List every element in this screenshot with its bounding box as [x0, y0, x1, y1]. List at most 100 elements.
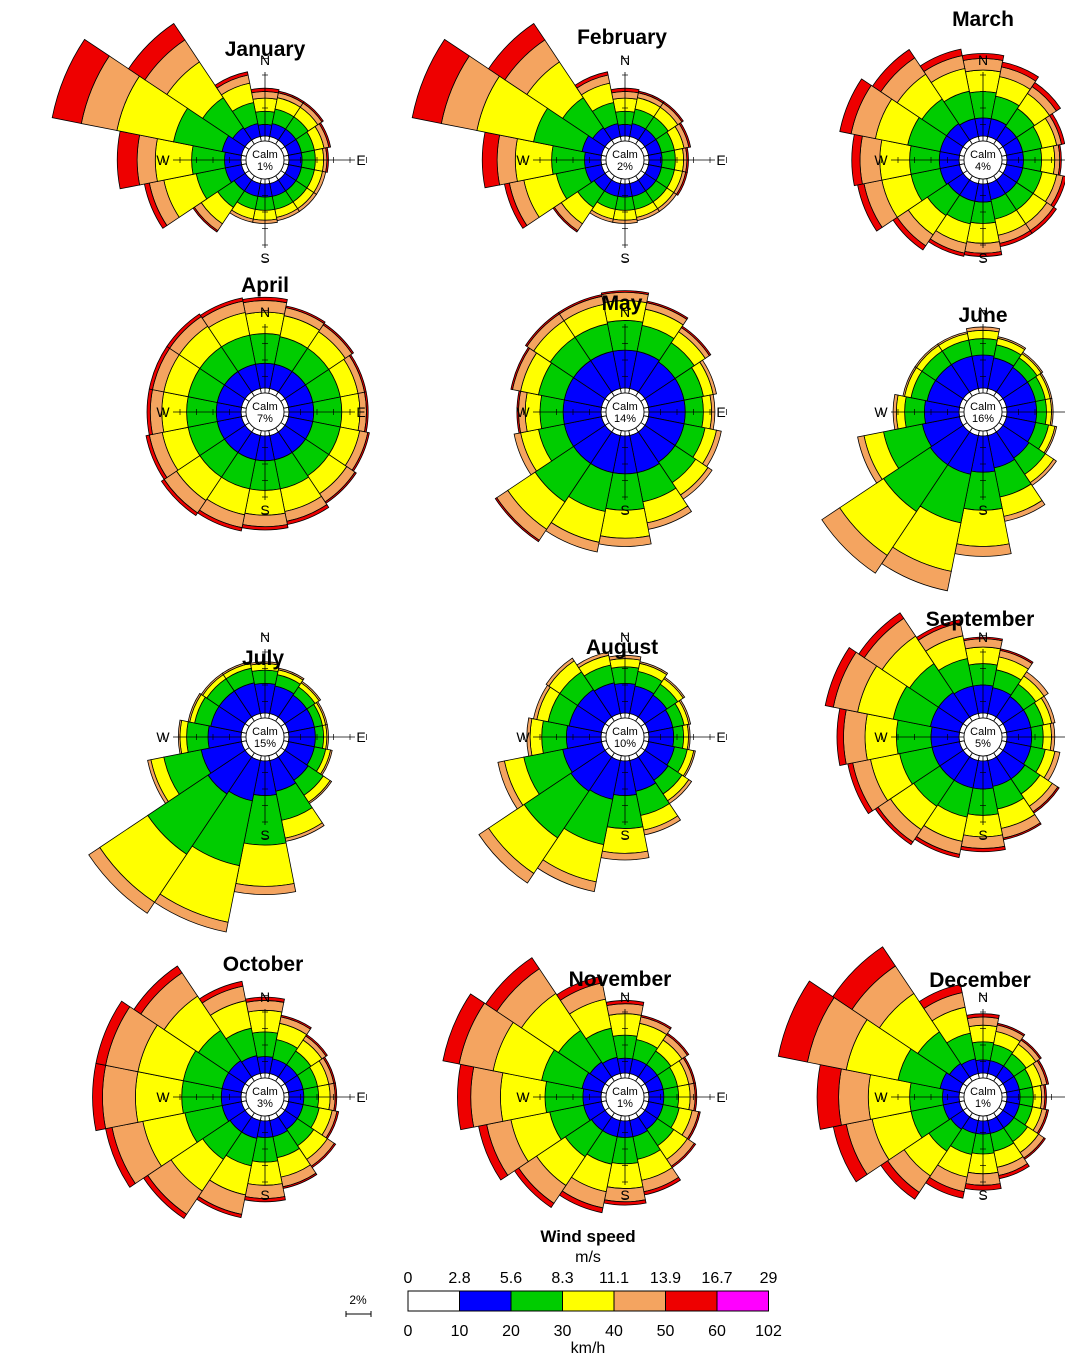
rose-sector-wsw-bin4 — [147, 759, 169, 805]
rose-sector-w-bin4 — [178, 719, 183, 755]
rose-sector-wnw-bin5 — [824, 647, 857, 708]
month-title: August — [586, 636, 658, 659]
rose-sector-nnw-bin5 — [918, 984, 963, 1010]
scale-label: 2% — [349, 1293, 367, 1307]
rose-sector-ene-bin5 — [1036, 1059, 1050, 1085]
direction-label-s: S — [620, 1187, 629, 1203]
legend-swatch — [665, 1290, 718, 1312]
direction-label-e: E — [716, 404, 725, 420]
legend-title: Wind speed — [540, 1227, 635, 1246]
direction-label-s: S — [978, 1187, 987, 1203]
calm-circle — [963, 392, 1003, 432]
rose-sector-wnw-bin4 — [187, 692, 202, 723]
rose-sector-sw-bin4 — [88, 846, 156, 914]
direction-label-s: S — [620, 502, 629, 518]
direction-label-w: W — [874, 729, 888, 745]
legend-kmh-tick: 0 — [404, 1323, 413, 1340]
calm-value: 14% — [614, 413, 636, 425]
direction-label-w: W — [156, 1089, 170, 1105]
rose-sector-nnw-bin5 — [915, 619, 961, 641]
direction-label-w: W — [156, 152, 170, 168]
calm-label: Calm — [970, 1086, 996, 1098]
legend-swatch — [613, 1290, 666, 1312]
calm-value: 7% — [257, 413, 273, 425]
direction-label-w: W — [874, 404, 888, 420]
rose-sector-wnw-bin5 — [51, 38, 110, 124]
rose-sector-ne-bin5 — [1031, 81, 1062, 112]
direction-label-s: S — [260, 502, 269, 518]
rose-sector-nne-bin4 — [997, 336, 1027, 351]
legend-ms-tick: 11.1 — [599, 1270, 629, 1287]
rose-sector-nne-bin4 — [639, 661, 669, 676]
month-title: February — [577, 26, 667, 49]
month-title: March — [952, 8, 1014, 31]
direction-label-n: N — [260, 629, 270, 645]
direction-label-e: E — [356, 729, 365, 745]
direction-label-n: N — [978, 989, 988, 1005]
calm-value: 3% — [257, 1098, 273, 1110]
rose-sector-nne-bin5 — [646, 300, 689, 320]
rose-sector-nne-bin5 — [280, 1014, 312, 1030]
direction-label-w: W — [156, 729, 170, 745]
calm-circle — [605, 1077, 645, 1117]
rose-sector-sw-bin5 — [160, 478, 199, 517]
rose-sector-nw-bin5 — [127, 22, 186, 81]
legend-kmh-tick: 50 — [657, 1323, 675, 1340]
legend-swatch — [459, 1290, 512, 1312]
legend-swatch — [562, 1290, 615, 1312]
calm-value: 1% — [975, 1098, 991, 1110]
calm-circle — [245, 1077, 285, 1117]
rose-sector-n-bin5 — [245, 996, 285, 1003]
direction-label-n: N — [260, 304, 270, 320]
month-title: December — [929, 969, 1031, 992]
direction-label-s: S — [978, 250, 987, 266]
rose-sector-nne-bin5 — [1001, 61, 1040, 82]
rose-sector-wsw-bin4 — [857, 435, 883, 484]
rose-sector-nne-bin5 — [996, 1022, 1026, 1037]
legend-swatch — [716, 1290, 769, 1312]
legend-unit-top: m/s — [575, 1249, 601, 1266]
rose-sector-w-bin4 — [838, 1068, 871, 1126]
rose-sector-nnw-bin5 — [557, 294, 603, 315]
calm-circle — [245, 717, 285, 757]
legend-kmh-tick: 30 — [554, 1323, 572, 1340]
legend-ms-tick: 8.3 — [551, 1270, 573, 1287]
rose-sector-ne-bin5 — [302, 101, 324, 123]
rose-sector-n-bin5 — [961, 53, 1005, 61]
direction-label-n: N — [978, 52, 988, 68]
rose-sector-nne-bin4 — [277, 667, 305, 681]
rose-sector-nnw-bin5 — [198, 980, 244, 1004]
direction-label-e: E — [716, 152, 725, 168]
rose-sector-ene-bin5 — [318, 122, 332, 148]
rose-sector-nnw-bin5 — [919, 48, 963, 73]
rose-sector-nnw-bin5 — [214, 71, 249, 89]
month-title: June — [958, 304, 1007, 327]
calm-circle — [605, 717, 645, 757]
calm-label: Calm — [612, 149, 638, 161]
rose-sector-sw-bin4 — [821, 507, 888, 574]
rose-sector-w-bin5 — [116, 130, 141, 190]
month-title: July — [242, 647, 284, 670]
rose-sector-wnw-bin5 — [95, 1000, 131, 1066]
legend-unit-bottom: km/h — [571, 1340, 606, 1357]
legend-ms-tick: 2.8 — [448, 1270, 470, 1287]
month-title: April — [241, 274, 289, 297]
rose-sector-ne-bin5 — [680, 325, 712, 357]
rose-sector-w-bin4 — [102, 1064, 139, 1130]
calm-label: Calm — [612, 1086, 638, 1098]
rose-sector-ne-bin5 — [322, 322, 355, 355]
calm-value: 5% — [975, 738, 991, 750]
rose-sector-nnw-bin5 — [574, 71, 609, 89]
legend-ms-tick: 13.9 — [650, 1270, 681, 1287]
rose-sector-ene-bin4 — [699, 359, 717, 395]
rose-sector-nnw-bin4 — [576, 651, 610, 669]
rose-sector-w-bin4 — [526, 717, 533, 757]
rose-sector-nw-bin5 — [487, 22, 546, 81]
rose-sector-ene-bin4 — [1040, 695, 1056, 724]
rose-sector-wnw-bin5 — [839, 78, 872, 135]
direction-label-s: S — [978, 502, 987, 518]
